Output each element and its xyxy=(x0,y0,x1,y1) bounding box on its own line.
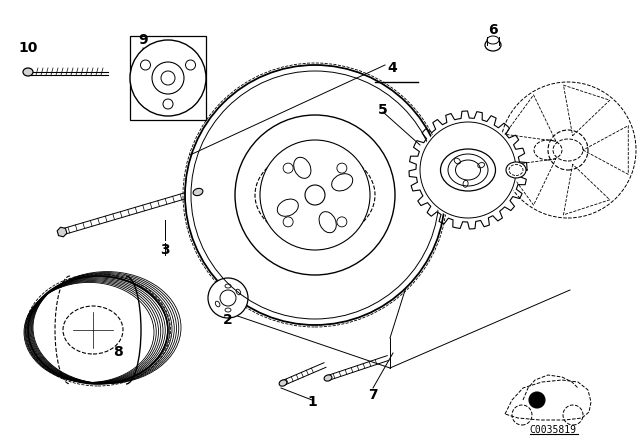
Circle shape xyxy=(418,120,518,220)
Circle shape xyxy=(420,122,516,218)
Ellipse shape xyxy=(440,149,495,191)
Polygon shape xyxy=(57,227,67,237)
Text: 6: 6 xyxy=(488,23,498,37)
Ellipse shape xyxy=(506,162,526,178)
Ellipse shape xyxy=(294,157,311,178)
Text: 10: 10 xyxy=(19,41,38,55)
Text: 2: 2 xyxy=(223,313,233,327)
Text: 1: 1 xyxy=(307,395,317,409)
Text: 5: 5 xyxy=(378,103,388,117)
Bar xyxy=(130,36,206,120)
Ellipse shape xyxy=(324,375,332,381)
Ellipse shape xyxy=(448,154,488,186)
Ellipse shape xyxy=(332,174,353,191)
Circle shape xyxy=(208,278,248,318)
Circle shape xyxy=(130,40,206,116)
Ellipse shape xyxy=(319,211,336,233)
Circle shape xyxy=(235,115,395,275)
Circle shape xyxy=(529,392,545,408)
Circle shape xyxy=(185,65,445,325)
Ellipse shape xyxy=(28,276,168,384)
Ellipse shape xyxy=(279,380,287,386)
Text: 9: 9 xyxy=(138,33,148,47)
Text: 4: 4 xyxy=(387,61,397,75)
Text: 8: 8 xyxy=(113,345,123,359)
Ellipse shape xyxy=(487,36,499,44)
Circle shape xyxy=(260,140,370,250)
Ellipse shape xyxy=(193,188,203,196)
Ellipse shape xyxy=(23,68,33,76)
Text: C0035819: C0035819 xyxy=(529,425,577,435)
Text: 7: 7 xyxy=(368,388,378,402)
Text: 3: 3 xyxy=(160,243,170,257)
Ellipse shape xyxy=(485,39,501,51)
Ellipse shape xyxy=(277,199,298,216)
